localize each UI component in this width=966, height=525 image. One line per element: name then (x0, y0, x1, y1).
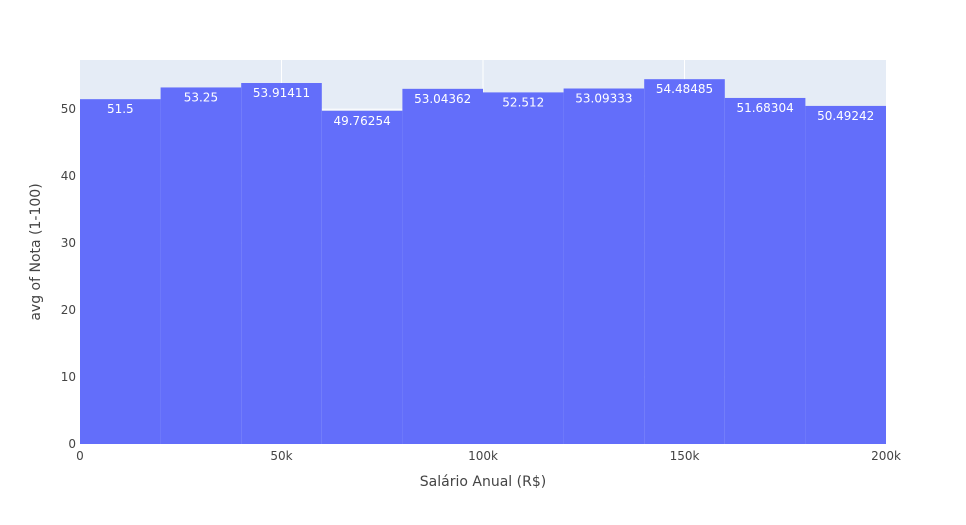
y-tick-label: 40 (61, 169, 76, 183)
bar[interactable] (321, 110, 403, 445)
bar[interactable] (402, 88, 483, 444)
bars (80, 79, 886, 445)
bar[interactable] (563, 88, 645, 445)
bar[interactable] (805, 105, 886, 444)
y-tick-label: 50 (61, 102, 76, 116)
bar-value-label: 50.49242 (817, 109, 874, 123)
bar[interactable] (80, 99, 161, 444)
bar-value-label: 53.91411 (253, 86, 310, 100)
y-axis-title: avg of Nota (1-100) (28, 183, 44, 320)
x-tick-label: 50k (270, 449, 292, 463)
x-axis-title: Salário Anual (R$) (420, 474, 546, 490)
bar[interactable] (644, 79, 725, 444)
y-axis-ticks: 0 10 20 30 40 50 (61, 102, 76, 451)
bar-value-label: 53.25 (184, 90, 218, 104)
y-tick-label: 20 (61, 303, 76, 317)
bar-value-label: 49.76254 (333, 114, 390, 128)
bar-value-label: 53.09333 (575, 92, 632, 106)
bar-labels: 51.5 53.25 53.91411 49.76254 53.04362 52.512 5… (107, 82, 874, 128)
x-tick-label: 150k (670, 449, 700, 463)
bar-value-label: 51.5 (107, 102, 134, 116)
bar[interactable] (160, 87, 242, 444)
x-tick-label: 200k (871, 449, 901, 463)
bar[interactable] (724, 97, 806, 444)
y-tick-label: 30 (61, 236, 76, 250)
y-tick-label: 10 (61, 370, 76, 384)
bar-value-label: 52.512 (502, 95, 544, 109)
x-tick-label: 0 (76, 449, 84, 463)
y-tick-label: 0 (68, 437, 76, 451)
bar[interactable] (483, 92, 564, 445)
bar-value-label: 54.48485 (656, 82, 713, 96)
bar-value-label: 51.68304 (736, 101, 793, 115)
x-axis-ticks: 0 50k 100k 150k 200k (76, 449, 901, 463)
bar-value-label: 53.04362 (414, 92, 471, 106)
bar[interactable] (241, 83, 322, 444)
x-tick-label: 100k (468, 449, 498, 463)
